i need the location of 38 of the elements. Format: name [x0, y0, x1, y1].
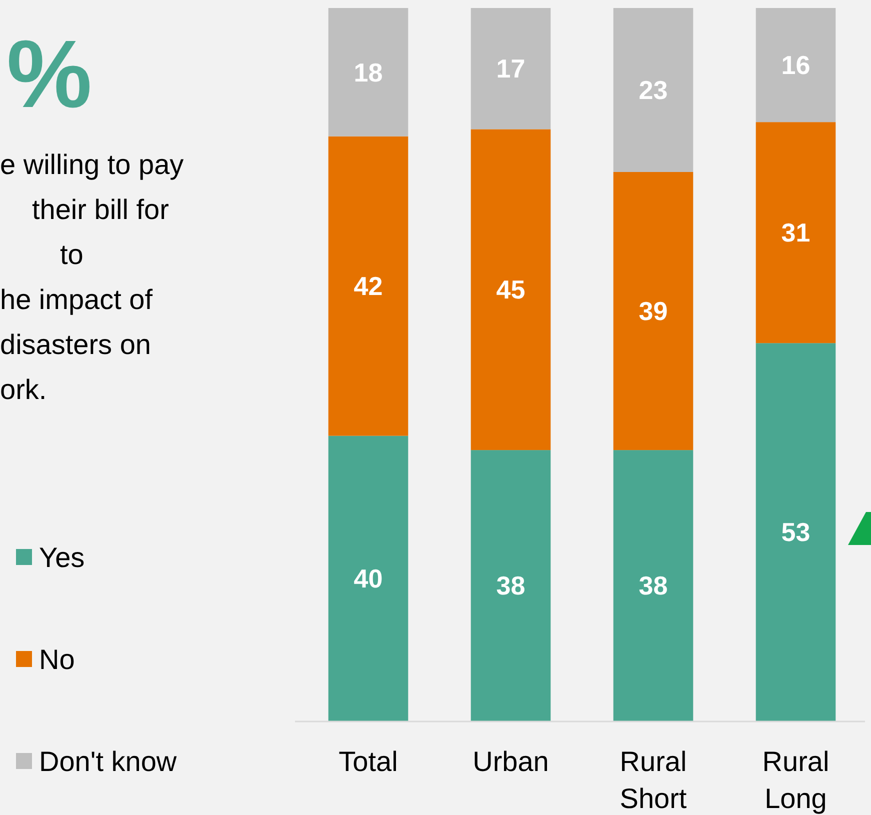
- bar: [756, 122, 836, 344]
- text: to: [60, 239, 84, 270]
- data-label: 17: [496, 54, 526, 84]
- x-tick-label: Rural Long: [762, 746, 830, 814]
- data-label: 16: [781, 50, 810, 80]
- bar: [470, 8, 551, 130]
- text: disasters on: [0, 329, 151, 360]
- text: their bill for: [32, 194, 169, 225]
- legend-label: No: [39, 644, 75, 675]
- bar: [328, 436, 408, 721]
- x-tick-label: Urban: [472, 746, 549, 777]
- data-label: 23: [638, 75, 668, 106]
- legend-label: Yes: [39, 542, 85, 573]
- data-label: 40: [354, 564, 383, 594]
- text: e willing to pay: [0, 149, 184, 180]
- x-tick-label: Total: [338, 746, 398, 777]
- data-label: 39: [638, 296, 668, 326]
- bar: [328, 8, 408, 136]
- x-tick-label: Rural Short: [620, 746, 687, 814]
- text: ork.: [0, 374, 47, 405]
- bar: [756, 8, 836, 122]
- bar: [613, 8, 694, 172]
- data-label: 53: [781, 517, 810, 548]
- text: he impact of: [0, 284, 153, 315]
- bar: [613, 450, 694, 721]
- bar: [328, 136, 408, 436]
- chart-title: %: [6, 21, 92, 128]
- bar: [470, 129, 551, 450]
- data-label: 42: [354, 271, 383, 302]
- data-label: 38: [638, 570, 668, 601]
- legend-label: Don't know: [39, 746, 178, 777]
- data-label: 18: [354, 57, 383, 88]
- data-label: 38: [496, 570, 526, 601]
- bar: [613, 172, 694, 450]
- bar: [470, 450, 551, 721]
- data-label: 45: [496, 274, 526, 305]
- bar: [756, 343, 836, 721]
- data-label: 31: [781, 218, 810, 248]
